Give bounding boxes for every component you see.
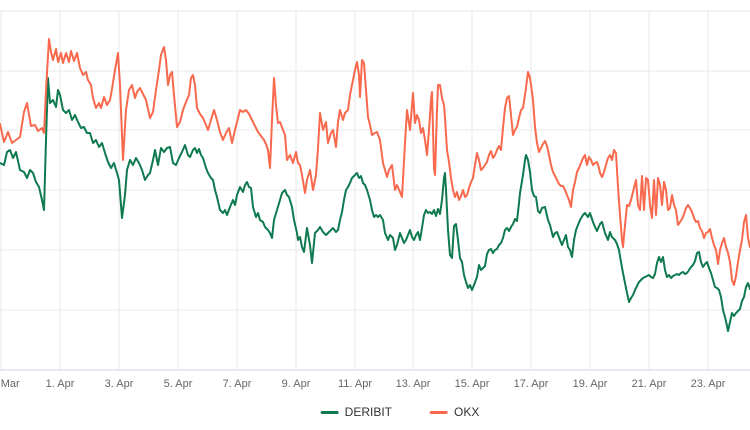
deribit-series-line[interactable] bbox=[0, 77, 750, 332]
okx-series-marker-icon bbox=[430, 411, 448, 414]
okx-series-line[interactable] bbox=[0, 38, 750, 286]
legend-label-okx: OKX bbox=[454, 405, 480, 419]
legend-item-okx[interactable]: OKX bbox=[430, 405, 479, 420]
deribit-series-marker-icon bbox=[320, 411, 339, 414]
legend-label-deribit: DERIBIT bbox=[344, 405, 392, 419]
legend-item-deribit[interactable]: DERIBIT bbox=[320, 405, 392, 420]
legend: DERIBIT OKX bbox=[320, 405, 479, 420]
